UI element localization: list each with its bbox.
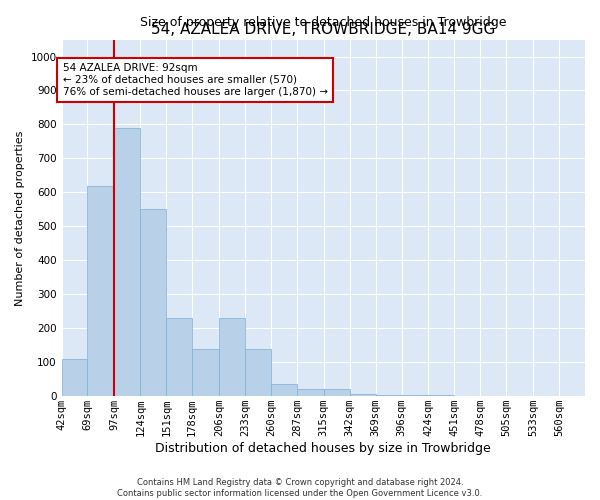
Bar (115, 128, 140, 396)
Text: 54 AZALEA DRIVE: 92sqm
← 23% of detached houses are smaller (570)
76% of semi-de: 54 AZALEA DRIVE: 92sqm ← 23% of detached… (62, 64, 328, 96)
Bar (376, 395, 401, 396)
Bar (297, 390, 324, 396)
X-axis label: Distribution of detached houses by size in Trowbridge: Distribution of detached houses by size … (155, 442, 491, 455)
Y-axis label: Number of detached properties: Number of detached properties (15, 130, 25, 306)
Bar (245, 348, 271, 396)
Bar (350, 394, 376, 396)
Bar (219, 318, 245, 396)
Bar (166, 318, 192, 396)
Text: Contains HM Land Registry data © Crown copyright and database right 2024.
Contai: Contains HM Land Registry data © Crown c… (118, 478, 482, 498)
Bar (192, 348, 219, 396)
Title: 54, AZALEA DRIVE, TROWBRIDGE, BA14 9GG: 54, AZALEA DRIVE, TROWBRIDGE, BA14 9GG (151, 22, 496, 37)
Bar (324, 390, 350, 396)
Bar (271, 384, 297, 396)
Bar (140, 210, 166, 396)
Bar (62, 359, 88, 396)
Text: Size of property relative to detached houses in Trowbridge: Size of property relative to detached ho… (140, 16, 506, 29)
Bar (88, 186, 115, 396)
